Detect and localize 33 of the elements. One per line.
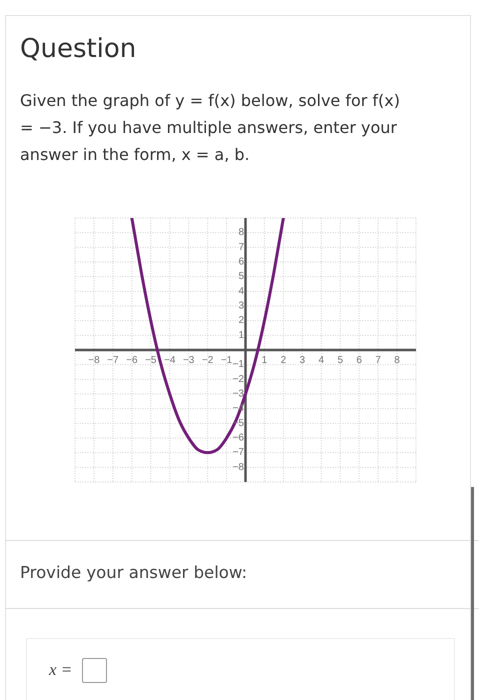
x-tick-label: 3 <box>300 355 306 366</box>
x-tick-label: 1 <box>262 355 268 366</box>
y-tick-label: 2 <box>238 315 244 326</box>
x-tick-label: 4 <box>318 355 324 366</box>
x-tick-label: −1 <box>220 355 233 366</box>
x-tick-label: −2 <box>202 355 214 366</box>
text: Provide your answer below: <box>20 563 248 582</box>
x-tick-label: −6 <box>126 355 138 366</box>
y-tick-label: −2 <box>232 374 244 385</box>
x-tick-label: −5 <box>145 355 157 366</box>
x-tick-label: 5 <box>337 355 344 366</box>
y-tick-label: −6 <box>232 432 244 444</box>
y-tick-label: 4 <box>238 286 244 297</box>
y-tick-label: 5 <box>238 271 244 282</box>
y-tick-label: −7 <box>232 447 244 458</box>
x-tick-label: −4 <box>164 355 176 366</box>
y-tick-label: −8 <box>232 462 244 473</box>
y-tick-label: 7 <box>238 242 244 253</box>
x-tick-label: 7 <box>375 355 382 366</box>
y-tick-label: 3 <box>238 300 244 312</box>
x-tick-label: 2 <box>280 355 287 366</box>
chart-title: Question <box>20 34 136 64</box>
x-tick-label: −8 <box>88 355 100 366</box>
x-tick-label: 6 <box>356 355 362 366</box>
x-tick-label: 8 <box>394 355 400 366</box>
x-tick-label: −3 <box>182 355 195 366</box>
y-tick-label: −3 <box>232 388 244 400</box>
y-tick-label: 1 <box>238 330 244 341</box>
x-tick-label: −7 <box>107 355 120 366</box>
y-tick-label: 8 <box>238 227 244 238</box>
y-tick-label: 6 <box>238 256 244 268</box>
chart-subtitle: Given the graph of y = f(x) below, solve for f(x) = −3. If you have multiple answers, enter your answer in the form, x = a, b. <box>20 90 402 166</box>
text: x = <box>49 660 72 680</box>
